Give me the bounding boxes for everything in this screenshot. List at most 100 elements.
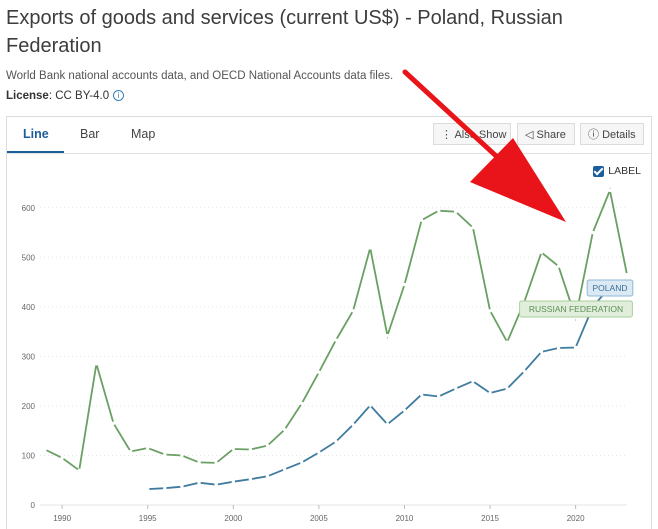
share-icon: ◁ bbox=[525, 129, 534, 141]
data-point bbox=[300, 401, 304, 406]
data-point bbox=[334, 338, 338, 342]
data-point bbox=[437, 209, 441, 213]
data-point bbox=[282, 428, 287, 432]
data-point bbox=[454, 386, 458, 391]
y-axis: 0 100 200 300 400 500 600 bbox=[22, 204, 36, 510]
data-point bbox=[94, 362, 99, 366]
y-tick-label: 400 bbox=[22, 303, 36, 312]
x-tick-label: 2010 bbox=[396, 514, 414, 523]
russia-label: RUSSIAN FEDERATION bbox=[529, 304, 623, 314]
data-point bbox=[385, 333, 390, 338]
series-lines bbox=[43, 187, 629, 491]
y-tick-label: 600 bbox=[22, 204, 36, 213]
russia-label-box bbox=[519, 300, 633, 318]
info-circle-icon: ⓘ bbox=[588, 129, 599, 141]
x-axis: 1990 1995 2000 2005 2010 2015 2020 bbox=[53, 505, 585, 523]
data-point bbox=[539, 350, 544, 354]
data-point bbox=[214, 461, 218, 465]
series-line bbox=[44, 187, 628, 472]
chart-panel: Line Bar Map ⋮ Also Show ◁ Share ⓘ Detai… bbox=[6, 116, 652, 529]
data-point bbox=[231, 480, 235, 484]
data-point bbox=[539, 250, 544, 255]
data-point bbox=[505, 340, 509, 344]
label-toggle-text: LABEL bbox=[608, 165, 641, 177]
details-button[interactable]: ⓘ Details bbox=[580, 123, 644, 145]
data-point bbox=[402, 408, 407, 413]
data-point bbox=[471, 225, 475, 230]
data-point bbox=[77, 468, 81, 473]
data-point bbox=[60, 456, 64, 460]
x-tick-label: 2000 bbox=[224, 514, 242, 523]
poland-label-box bbox=[586, 279, 634, 297]
source-note: World Bank national accounts data, and O… bbox=[6, 70, 394, 82]
share-button[interactable]: ◁ Share bbox=[517, 123, 575, 145]
data-point bbox=[146, 446, 150, 450]
license-line: License: CC BY-4.0 i bbox=[6, 90, 125, 102]
data-point bbox=[180, 484, 184, 489]
series-labels: POLAND RUSSIAN FEDERATION bbox=[519, 279, 634, 318]
annotation-arrow bbox=[402, 69, 566, 222]
data-point bbox=[197, 460, 201, 465]
data-point bbox=[608, 188, 612, 193]
data-point bbox=[334, 439, 338, 444]
data-point bbox=[488, 391, 492, 395]
x-tick-label: 1995 bbox=[139, 514, 157, 523]
data-point bbox=[522, 369, 526, 373]
data-point bbox=[197, 481, 201, 485]
data-point bbox=[180, 453, 184, 458]
active-tab-indicator bbox=[7, 151, 64, 153]
data-point bbox=[488, 309, 492, 313]
data-point bbox=[437, 394, 441, 399]
data-point bbox=[265, 474, 270, 478]
data-point bbox=[282, 467, 287, 472]
y-tick-label: 0 bbox=[31, 501, 36, 510]
y-tick-label: 200 bbox=[22, 402, 36, 411]
data-point bbox=[43, 447, 47, 452]
data-point bbox=[556, 264, 561, 268]
tab-line[interactable]: Line bbox=[23, 127, 49, 141]
data-point bbox=[248, 447, 253, 452]
y-tick-label: 500 bbox=[22, 253, 36, 262]
data-point bbox=[351, 309, 355, 313]
data-point bbox=[402, 282, 407, 287]
data-point bbox=[214, 482, 218, 487]
data-point bbox=[300, 460, 304, 465]
tab-map[interactable]: Map bbox=[131, 127, 156, 141]
more-vertical-icon: ⋮ bbox=[441, 129, 452, 141]
tab-bar-chart[interactable]: Bar bbox=[80, 127, 100, 141]
data-point bbox=[505, 386, 509, 391]
page-title: Exports of goods and services (current U… bbox=[6, 7, 563, 57]
data-point bbox=[111, 421, 116, 425]
tab-bar: Line Bar Map ⋮ Also Show ◁ Share ⓘ Detai… bbox=[7, 117, 651, 154]
arrow-head bbox=[470, 138, 566, 222]
data-point bbox=[471, 379, 475, 383]
license-label: License bbox=[6, 90, 49, 102]
data-point bbox=[591, 230, 595, 235]
data-point bbox=[368, 246, 372, 250]
data-point bbox=[317, 370, 321, 374]
label-toggle[interactable]: LABEL bbox=[593, 165, 641, 177]
data-point bbox=[163, 486, 167, 490]
x-tick-label: 2015 bbox=[481, 514, 499, 523]
data-point bbox=[146, 487, 150, 491]
data-point bbox=[419, 218, 424, 222]
data-point bbox=[556, 346, 561, 350]
data-point bbox=[317, 450, 321, 455]
data-point bbox=[231, 447, 235, 451]
data-point bbox=[454, 210, 458, 214]
data-point bbox=[265, 443, 270, 448]
data-point bbox=[573, 345, 578, 350]
grid-lines bbox=[40, 207, 627, 506]
data-point bbox=[368, 403, 372, 408]
info-icon[interactable]: i bbox=[113, 90, 125, 102]
y-tick-label: 100 bbox=[22, 451, 36, 460]
license-value: : CC BY-4.0 bbox=[48, 90, 110, 102]
data-point bbox=[248, 477, 253, 481]
data-point bbox=[419, 392, 424, 397]
data-point bbox=[128, 449, 133, 454]
label-checkbox[interactable] bbox=[593, 165, 605, 177]
x-tick-label: 2005 bbox=[310, 514, 328, 523]
data-point bbox=[351, 423, 355, 427]
data-point bbox=[385, 422, 390, 426]
